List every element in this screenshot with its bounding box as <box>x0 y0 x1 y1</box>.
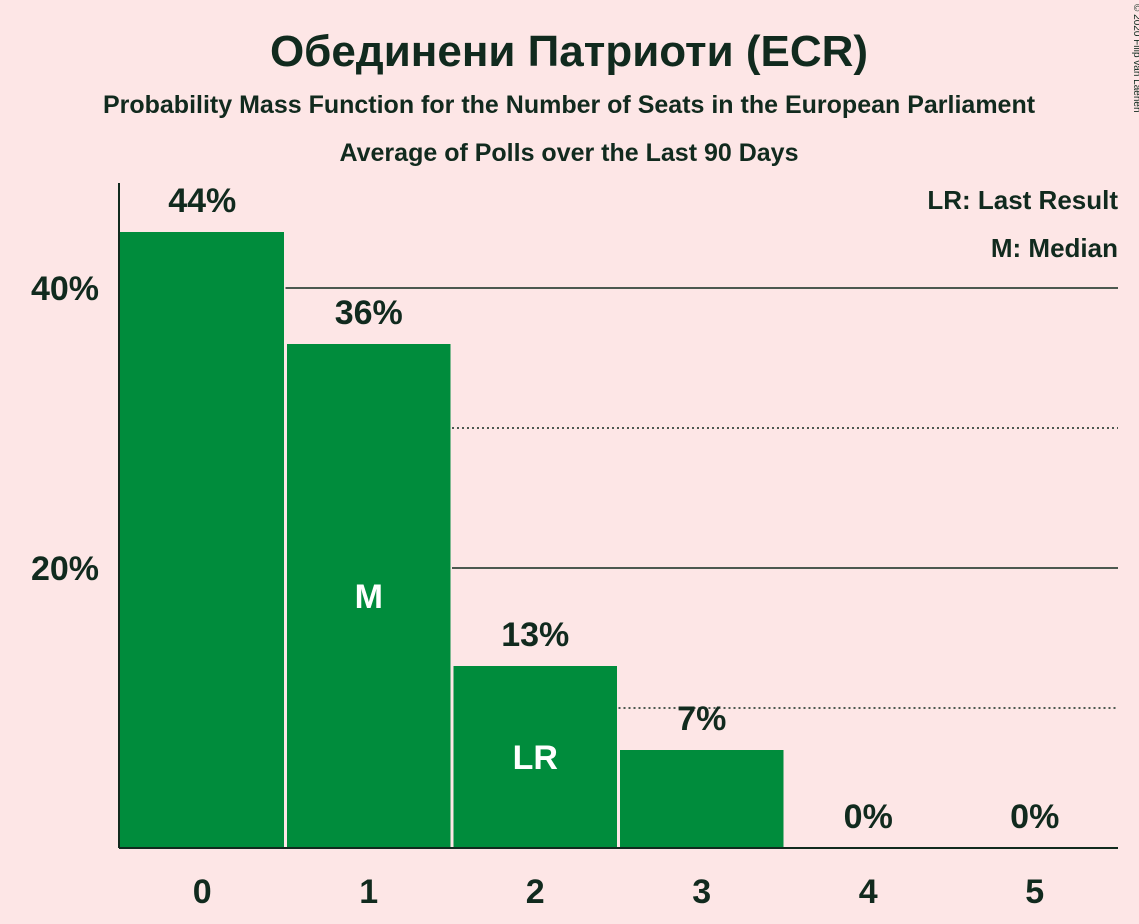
x-tick-label: 4 <box>859 873 878 911</box>
legend-median: M: Median <box>991 233 1118 263</box>
chart-subtitle-2: Average of Polls over the Last 90 Days <box>340 139 799 167</box>
bar-value-label: 36% <box>335 294 403 332</box>
bar-value-label: 44% <box>168 182 236 220</box>
y-tick-label: 20% <box>31 550 99 588</box>
y-tick-label: 40% <box>31 270 99 308</box>
chart-title: Обединени Патриоти (ECR) <box>270 27 868 76</box>
bar-value-label: 0% <box>1010 798 1059 836</box>
axes <box>118 183 1118 849</box>
bar <box>620 750 784 848</box>
bar-value-label: 13% <box>501 616 569 654</box>
bar-marker-lr: LR <box>513 739 558 777</box>
x-tick-label: 5 <box>1025 873 1044 911</box>
bar-value-label: 7% <box>677 700 726 738</box>
x-tick-label: 2 <box>526 873 545 911</box>
bar <box>287 344 451 848</box>
x-tick-label: 3 <box>692 873 711 911</box>
copyright-text: © 2020 Filip van Laenen <box>1131 4 1139 113</box>
gridlines <box>285 287 1118 709</box>
bars <box>119 232 784 848</box>
x-tick-label: 0 <box>193 873 212 911</box>
legend-last-result: LR: Last Result <box>927 185 1118 215</box>
bar <box>119 232 284 848</box>
bar-value-label: 0% <box>844 798 893 836</box>
bar <box>453 666 617 848</box>
x-tick-label: 1 <box>359 873 378 911</box>
bar-marker-m: M <box>355 578 383 616</box>
chart-subtitle: Probability Mass Function for the Number… <box>103 91 1036 119</box>
